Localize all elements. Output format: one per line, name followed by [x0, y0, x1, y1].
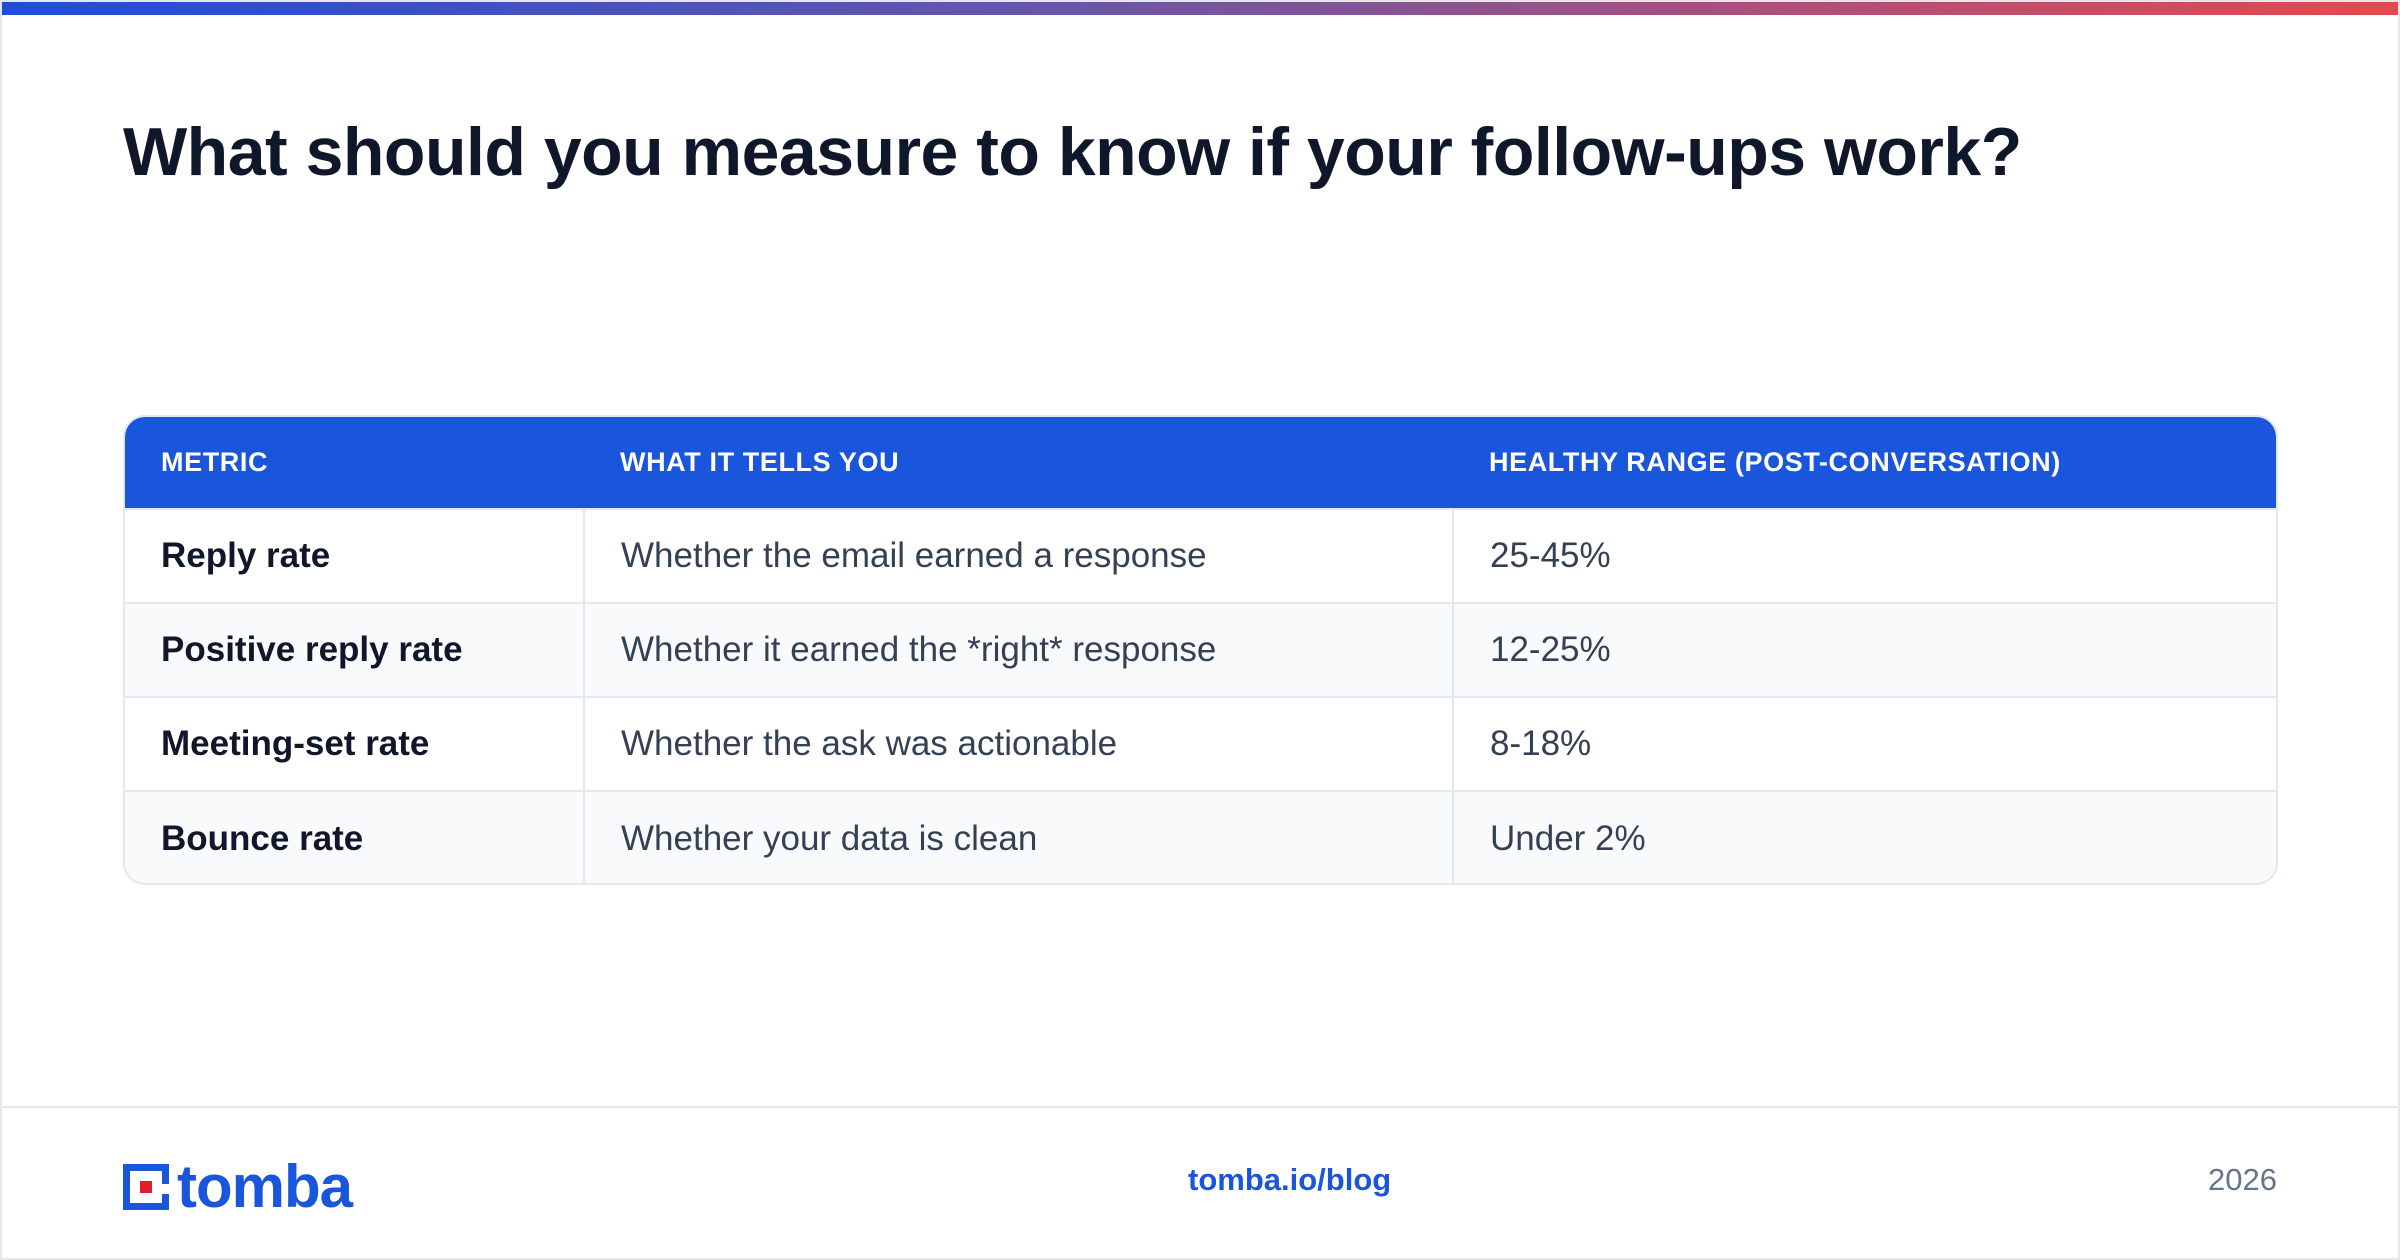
table-row: Meeting-set rate Whether the ask was act… — [125, 697, 2276, 791]
metric-cell: Bounce rate — [161, 818, 364, 858]
range-cell: Under 2% — [1452, 791, 2276, 883]
page-title: What should you measure to know if your … — [123, 114, 2022, 190]
logo-text: tomba — [177, 1153, 353, 1220]
table-row: Reply rate Whether the email earned a re… — [125, 509, 2276, 603]
tomba-logo-mark-icon — [123, 1164, 169, 1210]
range-cell: 12-25% — [1452, 603, 2276, 697]
blog-link[interactable]: tomba.io/blog — [1188, 1162, 1392, 1197]
column-header-what-it-tells-you: WHAT IT TELLS YOU — [620, 447, 900, 477]
range-cell: 8-18% — [1452, 697, 2276, 791]
table-header-row: METRIC WHAT IT TELLS YOU HEALTHY RANGE (… — [125, 417, 2276, 509]
column-header-metric: METRIC — [161, 447, 269, 477]
metrics-table: METRIC WHAT IT TELLS YOU HEALTHY RANGE (… — [123, 415, 2278, 885]
table-row: Bounce rate Whether your data is clean U… — [125, 791, 2276, 883]
range-cell: 25-45% — [1452, 509, 2276, 603]
footer: tomba tomba.io/blog 2026 — [2, 1106, 2398, 1258]
table-row: Positive reply rate Whether it earned th… — [125, 603, 2276, 697]
metric-cell: Meeting-set rate — [161, 724, 430, 763]
metric-cell: Reply rate — [161, 536, 331, 575]
meaning-cell: Whether the email earned a response — [583, 509, 1453, 603]
metric-cell: Positive reply rate — [161, 630, 463, 669]
meaning-cell: Whether the ask was actionable — [583, 697, 1453, 791]
tomba-logo[interactable]: tomba — [123, 1153, 353, 1220]
column-header-healthy-range: HEALTHY RANGE (POST-CONVERSATION) — [1489, 447, 2061, 477]
meaning-cell: Whether your data is clean — [583, 791, 1453, 883]
top-gradient-bar — [2, 2, 2398, 15]
meaning-cell: Whether it earned the *right* response — [583, 603, 1453, 697]
footer-year: 2026 — [2208, 1162, 2277, 1197]
